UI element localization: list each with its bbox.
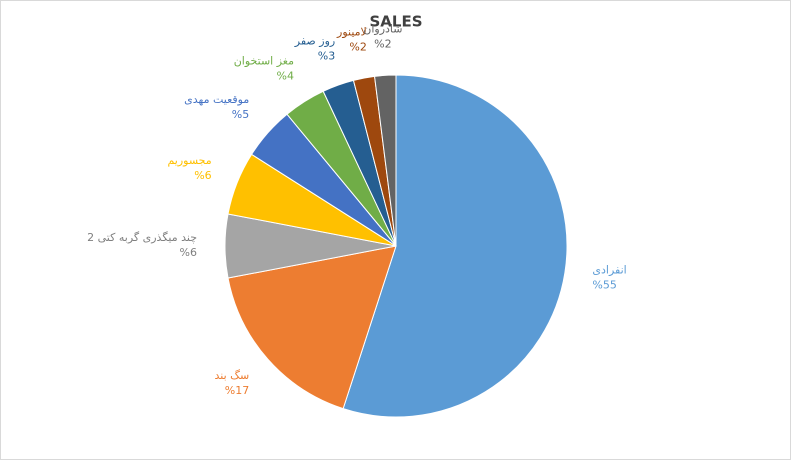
slice-value-label: %3 xyxy=(318,49,335,62)
slice-value-label: %6 xyxy=(194,169,211,182)
chart-title: SALES xyxy=(369,13,422,31)
slice-value-label: %5 xyxy=(232,108,249,121)
slice-label: سگ بند xyxy=(215,369,250,382)
slice-value-label: %17 xyxy=(225,384,249,397)
slice-label: مغز استخوان xyxy=(234,55,294,68)
pie-slice xyxy=(374,74,397,247)
slice-value-label: %2 xyxy=(374,37,391,50)
slice-value-label: %4 xyxy=(277,70,294,83)
slice-label: شادروان xyxy=(363,22,402,35)
slice-value-label: %55 xyxy=(592,279,616,292)
slice-label: لامینور xyxy=(336,26,367,39)
slice-value-label: %2 xyxy=(349,41,366,54)
slice-label: انفرادی xyxy=(592,264,626,277)
slice-label: مجسوریم xyxy=(167,154,211,167)
slice-label: موقعیت مهدی xyxy=(184,93,249,106)
slice-label: چند میگذری گربه کتی 2 xyxy=(87,231,197,244)
pie-slice xyxy=(227,245,397,410)
slice-label: روز صفر xyxy=(294,34,335,47)
slice-value-label: %6 xyxy=(180,246,197,259)
pie-slice xyxy=(342,74,568,418)
